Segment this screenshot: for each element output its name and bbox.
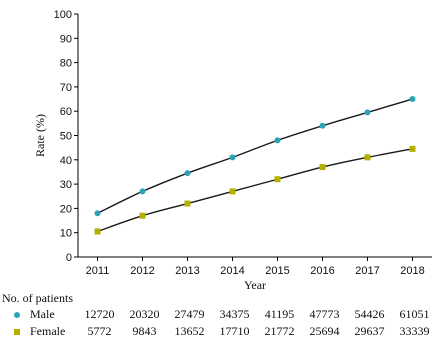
patients-count-cell: 20320 <box>129 307 160 321</box>
patients-count-cell: 21772 <box>264 324 295 338</box>
x-axis-title: Year <box>244 278 266 292</box>
x-tick-label: 2018 <box>400 265 424 277</box>
male-data-point <box>94 210 101 217</box>
y-tick-label: 80 <box>60 58 72 70</box>
patients-count-cell: 13652 <box>174 324 205 338</box>
chart-series-layer <box>94 96 416 235</box>
y-tick-label: 20 <box>60 203 72 215</box>
y-tick-label: 0 <box>66 252 72 264</box>
male-data-point <box>184 170 191 177</box>
male-data-point <box>139 188 146 195</box>
female-marker-icon <box>14 329 20 335</box>
patients-count-cell: 12720 <box>84 307 115 321</box>
x-tick-label: 2013 <box>175 265 199 277</box>
female-data-point <box>94 228 101 235</box>
patients-count-cell: 5772 <box>87 324 112 338</box>
x-tick-label: 2015 <box>265 265 289 277</box>
rate-line-chart: 0 10 20 30 40 50 60 70 80 90 100 2011 2012 2013 2014 20… <box>33 9 432 292</box>
female-data-point <box>184 200 191 207</box>
male-marker-icon <box>14 312 20 318</box>
patients-count-cell: 17710 <box>219 324 250 338</box>
patients-count-cell: 27479 <box>174 307 205 321</box>
patients-count-cell: 61051 <box>399 307 430 321</box>
patients-count-cell: 29637 <box>354 324 385 338</box>
x-tick-label: 2012 <box>130 265 154 277</box>
x-tick-label: 2014 <box>220 265 244 277</box>
female-data-point <box>364 154 371 161</box>
y-tick-label: 90 <box>60 33 72 45</box>
patients-row-label: Male <box>30 307 55 321</box>
patients-table: No. of patients Male 12720 20320 27479 3… <box>0 291 439 346</box>
patients-count-cell: 54426 <box>354 307 385 321</box>
female-data-point <box>319 164 326 171</box>
patients-count-cell: 9843 <box>132 324 157 338</box>
y-tick-label: 100 <box>54 9 72 21</box>
y-tick-label: 30 <box>60 179 72 191</box>
patients-count-cell: 25694 <box>309 324 340 338</box>
patients-row-label: Female <box>30 324 66 338</box>
female-data-point <box>229 188 236 195</box>
female-data-point <box>409 145 416 152</box>
female-data-point <box>139 212 146 219</box>
male-data-point <box>319 122 326 129</box>
y-tick-label: 40 <box>60 155 72 167</box>
patients-count-cell: 41195 <box>264 307 295 321</box>
x-tick-label: 2017 <box>355 265 379 277</box>
patients-row-female: Female 5772 9843 13652 17710 21772 25694… <box>0 324 439 340</box>
patients-count-cell: 33339 <box>399 324 430 338</box>
male-data-point <box>409 96 416 103</box>
patients-table-title: No. of patients <box>2 291 73 305</box>
x-tick-label: 2011 <box>86 265 110 277</box>
patients-row-male: Male 12720 20320 27479 34375 41195 47773… <box>0 307 439 323</box>
female-series-line <box>97 148 413 233</box>
patients-count-cell: 34375 <box>219 307 250 321</box>
y-tick-label: 70 <box>60 82 72 94</box>
male-data-point <box>364 109 371 116</box>
male-series-line <box>97 98 413 214</box>
y-tick-label: 10 <box>60 228 72 240</box>
y-tick-label: 60 <box>60 106 72 118</box>
male-data-point <box>229 154 236 161</box>
male-data-point <box>274 137 281 144</box>
chart-axes: 0 10 20 30 40 50 60 70 80 90 100 2011 2012 2013 2014 20… <box>33 9 432 292</box>
female-data-point <box>274 176 281 183</box>
y-axis-title: Rate (%) <box>33 114 47 157</box>
patients-count-cell: 47773 <box>309 307 340 321</box>
y-tick-label: 50 <box>60 131 72 143</box>
x-tick-label: 2016 <box>310 265 334 277</box>
